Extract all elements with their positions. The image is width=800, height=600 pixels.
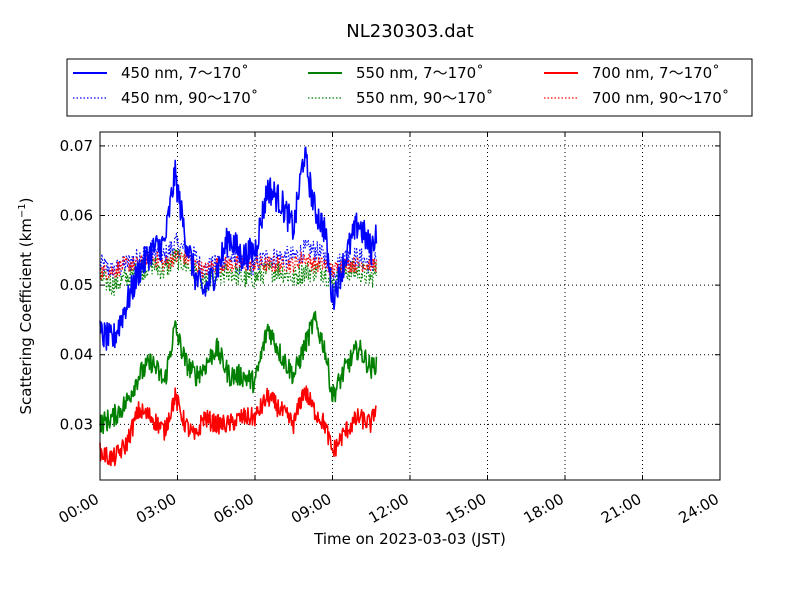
- y-tick-label: 0.05: [60, 276, 93, 294]
- y-axis-label-main: Scattering Coefficient (km: [17, 218, 35, 414]
- y-tick-label: 0.07: [60, 137, 93, 155]
- y-axis-label-superscript: −1: [17, 203, 28, 218]
- series-line-2: [99, 310, 378, 435]
- y-tick-label: 0.06: [60, 207, 93, 225]
- y-axis: 0.03 0.04 0.05 0.06 0.07: [60, 137, 720, 433]
- legend-frame: [66, 58, 753, 117]
- legend-label: 550 nm, 90～170˚: [356, 89, 493, 107]
- legend-label: 700 nm, 7～170˚: [592, 64, 720, 82]
- series-line-0: [99, 146, 378, 351]
- chart-title: NL230303.dat: [346, 21, 473, 42]
- legend-label: 450 nm, 90～170˚: [121, 89, 258, 107]
- y-tick-label: 0.03: [60, 415, 93, 433]
- series-layer: [99, 146, 378, 467]
- y-axis-label: Scattering Coefficient (km−1): [17, 197, 35, 414]
- y-axis-label-close: ): [17, 197, 35, 203]
- x-axis-label: Time on 2023-03-03 (JST): [313, 530, 506, 548]
- y-tick-label: 0.04: [60, 346, 93, 364]
- legend-label: 700 nm, 90～170˚: [592, 89, 729, 107]
- series-line-4: [99, 385, 377, 467]
- legend: 450 nm, 7～170˚ 450 nm, 90～170˚ 550 nm, 7～1…: [66, 58, 753, 117]
- grid: [100, 132, 720, 480]
- legend-label: 450 nm, 7～170˚: [121, 64, 249, 82]
- legend-label: 550 nm, 7～170˚: [356, 64, 484, 82]
